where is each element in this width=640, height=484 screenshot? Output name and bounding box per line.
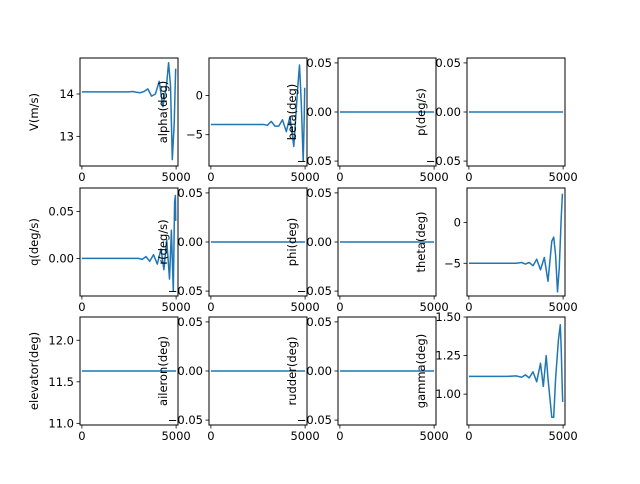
x-tick-label: 5000 [419, 170, 448, 184]
series-line-alpha [210, 64, 306, 163]
axes-frame [466, 316, 566, 426]
series-line-V [81, 61, 177, 161]
y-axis-label: rudder(deg) [285, 336, 299, 405]
axes-frame [79, 187, 179, 297]
x-tick-label: 0 [465, 429, 472, 443]
y-tick-label: 0.05 [435, 56, 461, 70]
x-tick-label: 0 [207, 429, 214, 443]
subplot-gamma: 0 5000 1.00 1.25 1.50 gamma(deg) [414, 310, 578, 443]
y-tick-label: 0.05 [306, 315, 332, 329]
y-tick-label: 1.50 [435, 310, 461, 324]
y-tick-label: −0.05 [297, 284, 332, 298]
y-tick-label: 0 [454, 215, 461, 229]
x-tick-label: 0 [207, 300, 214, 314]
x-tick-label: 5000 [548, 300, 577, 314]
y-tick-label: −0.05 [297, 413, 332, 427]
y-tick-label: −0.05 [297, 154, 332, 168]
subplot-phi: 0 5000 −0.05 0.00 0.05 phi(deg) [285, 186, 449, 314]
y-tick-label: 0 [196, 89, 203, 103]
y-axis-label: V(m/s) [27, 93, 41, 131]
y-tick-label: 0.00 [177, 364, 203, 378]
subplot-V: 0 5000 13 14 V(m/s) [27, 57, 191, 184]
x-tick-label: 0 [336, 429, 343, 443]
y-tick-label: 0.00 [306, 235, 332, 249]
x-tick-label: 5000 [161, 300, 190, 314]
x-tick-label: 5000 [419, 300, 448, 314]
y-tick-label: −5 [186, 128, 203, 142]
y-tick-label: 0.05 [48, 204, 74, 218]
series-line-gamma [468, 323, 564, 419]
x-tick-label: 0 [336, 300, 343, 314]
y-axis-label: aileron(deg) [156, 336, 170, 406]
subplot-aileron: 0 5000 −0.05 0.00 0.05 aileron(deg) [156, 315, 320, 443]
y-axis-label: phi(deg) [285, 218, 299, 266]
subplot-r: 0 5000 −0.05 0.00 0.05 r(deg/s) [156, 186, 320, 314]
axes-frame [208, 57, 308, 167]
y-tick-label: 1.00 [435, 387, 461, 401]
x-tick-label: 0 [78, 429, 85, 443]
y-tick-label: 0.00 [177, 235, 203, 249]
series-line-q [81, 194, 177, 293]
y-tick-label: 11.0 [48, 416, 74, 430]
y-axis-label: gamma(deg) [414, 334, 428, 408]
y-tick-label: −0.05 [168, 284, 203, 298]
y-tick-label: 14 [59, 87, 74, 101]
series-line-theta [468, 193, 564, 293]
subplot-elevator: 0 5000 11.0 11.5 12.0 elevator(deg) [27, 316, 191, 443]
x-tick-label: 5000 [548, 429, 577, 443]
y-tick-label: 0.00 [48, 251, 74, 265]
x-tick-label: 0 [207, 170, 214, 184]
y-tick-label: 0.05 [306, 186, 332, 200]
y-tick-label: 0.05 [306, 56, 332, 70]
axes-frame [466, 187, 566, 297]
y-tick-label: 0.00 [435, 105, 461, 119]
x-tick-label: 5000 [290, 170, 319, 184]
subplot-q: 0 5000 0.00 0.05 q(deg/s) [27, 187, 191, 314]
y-tick-label: 13 [59, 129, 74, 143]
y-tick-label: 0.05 [177, 186, 203, 200]
subplot-theta: 0 5000 −5 0 theta(deg) [414, 187, 578, 314]
axes-frame [79, 57, 179, 167]
y-tick-label: 1.25 [435, 349, 461, 363]
x-tick-label: 5000 [161, 170, 190, 184]
x-tick-label: 5000 [290, 429, 319, 443]
y-axis-label: p(deg/s) [414, 88, 428, 136]
subplot-alpha: 0 5000 −5 0 alpha(deg) [156, 57, 320, 184]
y-tick-label: −0.05 [168, 413, 203, 427]
y-tick-label: −5 [444, 256, 461, 270]
y-tick-label: −0.05 [426, 154, 461, 168]
y-tick-label: 11.5 [48, 375, 74, 389]
x-tick-label: 0 [465, 170, 472, 184]
subplot-p: 0 5000 −0.05 0.00 0.05 p(deg/s) [414, 56, 578, 184]
y-axis-label: theta(deg) [414, 211, 428, 272]
x-tick-label: 5000 [548, 170, 577, 184]
axes-frame [79, 316, 179, 426]
x-tick-label: 0 [78, 170, 85, 184]
x-tick-label: 5000 [161, 429, 190, 443]
y-axis-label: alpha(deg) [156, 81, 170, 144]
y-axis-label: beta(deg) [285, 84, 299, 141]
y-tick-label: 0.00 [306, 364, 332, 378]
x-tick-label: 5000 [419, 429, 448, 443]
y-tick-label: 0.05 [177, 315, 203, 329]
x-tick-label: 5000 [290, 300, 319, 314]
y-tick-label: 0.00 [306, 105, 332, 119]
y-tick-label: 12.0 [48, 333, 74, 347]
y-axis-label: r(deg/s) [156, 219, 170, 264]
subplot-rudder: 0 5000 −0.05 0.00 0.05 rudder(deg) [285, 315, 449, 443]
x-tick-label: 0 [78, 300, 85, 314]
x-tick-label: 0 [465, 300, 472, 314]
y-axis-label: elevator(deg) [27, 332, 41, 410]
x-tick-label: 0 [336, 170, 343, 184]
subplot-beta: 0 5000 −0.05 0.00 0.05 beta(deg) [285, 56, 449, 184]
y-axis-label: q(deg/s) [27, 218, 41, 266]
